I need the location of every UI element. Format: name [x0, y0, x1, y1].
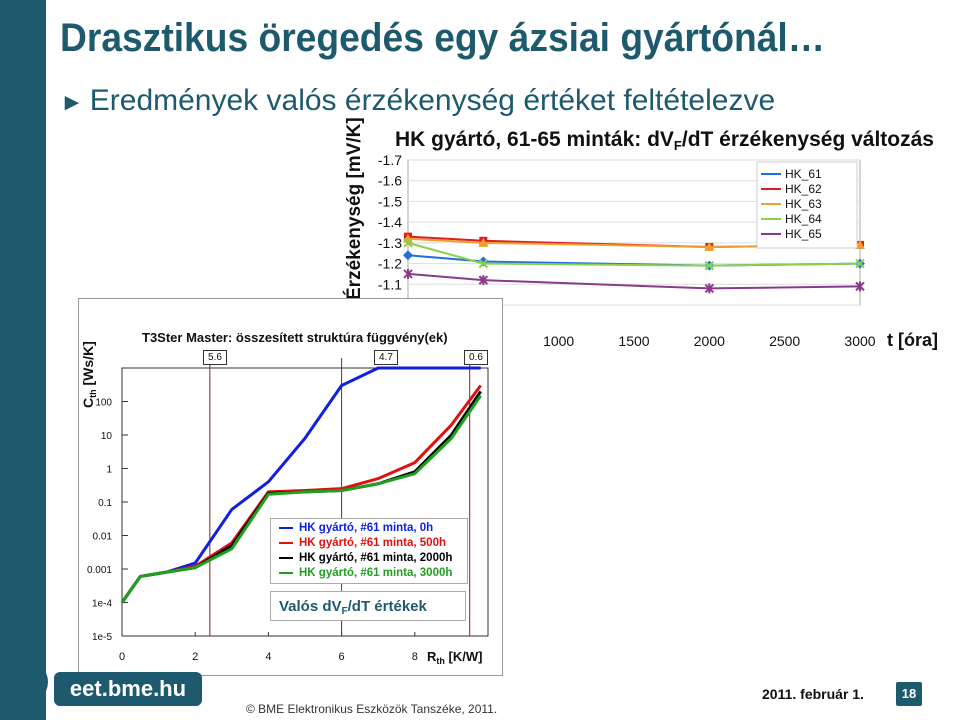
chart1-legend-label: HK_63	[785, 197, 822, 211]
chart2-xtick: 8	[412, 651, 418, 663]
chart1-point	[403, 250, 413, 261]
chart2-series-line	[120, 394, 482, 604]
chart2-ytick: 0.1	[98, 498, 112, 509]
bme-logo-icon	[6, 661, 48, 703]
legend-item-3000h: HK gyártó, #61 minta, 3000h	[279, 567, 452, 579]
chart2-ytick: 1	[106, 465, 112, 476]
chart2-ytick: 100	[95, 398, 112, 409]
chart1-title: HK gyártó, 61-65 minták: dVF/dT érzékeny…	[395, 128, 934, 153]
chart1-ytick: -1.6	[378, 173, 402, 189]
marker-box-3: 0.6	[464, 350, 488, 365]
chart2-title: T3Ster Master: összesített struktúra füg…	[142, 330, 448, 345]
chart2-ytick: 10	[101, 431, 113, 442]
legend-item-2000h: HK gyártó, #61 minta, 2000h	[279, 552, 452, 564]
chart1-ytick: -1.4	[378, 214, 402, 230]
chart2-xlabel: Rth [K/W]	[427, 649, 483, 666]
page-number: 18	[896, 682, 922, 706]
chart1-ytick: -1.3	[378, 235, 402, 251]
chart1-xtick: 3000	[844, 333, 875, 349]
chart2-xtick: 2	[192, 651, 198, 663]
chart2-ytick: 0.01	[93, 532, 113, 543]
chart1-xtick: 2000	[694, 333, 725, 349]
chart1-xlabel: t [óra]	[887, 330, 938, 350]
chart2-ytick: 0.001	[87, 565, 112, 576]
chart1-point	[478, 275, 489, 286]
valos-annotation: Valós dVF/dT értékek	[270, 591, 466, 621]
chart1-plot: -1.7-1.6-1.5-1.4-1.3-1.2-1.1-11000150020…	[378, 152, 876, 349]
chart1-xtick: 1500	[618, 333, 649, 349]
chart1-legend-label: HK_61	[785, 167, 822, 181]
slide-title: Drasztikus öregedés egy ázsiai gyártónál…	[60, 16, 825, 60]
chart1-point	[855, 258, 865, 269]
bullet-point: ► Eredmények valós érzékenység értéket fe…	[60, 84, 775, 118]
legend-item-0h: HK gyártó, #61 minta, 0h	[279, 522, 433, 534]
website-badge: eet.bme.hu	[54, 672, 202, 706]
chart1-point	[403, 238, 413, 248]
chart1-point	[403, 268, 413, 279]
marker-box-1: 5.6	[203, 350, 227, 365]
chart1-point	[704, 283, 715, 294]
chart1-point	[704, 242, 715, 251]
chart1-ytick: -1.1	[378, 276, 402, 292]
chart1-legend-label: HK_64	[785, 212, 822, 226]
chart2-legend: HK gyártó, #61 minta, 0h HK gyártó, #61 …	[270, 518, 468, 584]
chart2-xtick: 0	[119, 651, 125, 663]
bullet-marker-icon: ►	[60, 89, 84, 116]
chart1-xtick: 2500	[769, 333, 800, 349]
marker-box-2: 4.7	[374, 350, 398, 365]
chart2-ylabel: Cth [Ws/K]	[80, 341, 98, 408]
chart1-legend-label: HK_65	[785, 227, 822, 241]
chart1-point	[478, 237, 489, 247]
legend-item-500h: HK gyártó, #61 minta, 500h	[279, 537, 446, 549]
bullet-text: Eredmények valós érzékenység értéket fel…	[89, 84, 776, 117]
chart2-ytick: 1e-4	[92, 599, 112, 610]
chart1-ytick: -1.2	[378, 256, 402, 272]
chart2-xtick: 6	[339, 651, 345, 663]
chart1-xtick: 1000	[543, 333, 574, 349]
chart1-point	[478, 258, 489, 269]
sidebar-band	[0, 0, 46, 720]
chart1-series-line	[407, 241, 861, 267]
chart1-legend-label: HK_62	[785, 182, 822, 196]
chart1-ytick: -1.7	[378, 152, 402, 168]
date: 2011. február 1.	[762, 686, 864, 702]
chart1-point	[704, 260, 715, 271]
chart1-ytick: -1.5	[378, 193, 402, 209]
chart2-ytick: 1e-5	[92, 632, 112, 643]
copyright: © BME Elektronikus Eszközök Tanszéke, 20…	[246, 702, 498, 716]
chart2-xtick: 4	[265, 651, 271, 663]
chart1-point	[855, 281, 865, 292]
chart1-series-line	[407, 272, 861, 290]
